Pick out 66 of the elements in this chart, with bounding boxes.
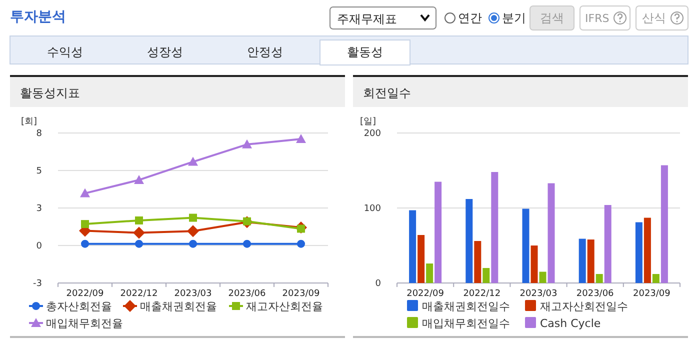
x-tick-label: 2023/06	[576, 289, 614, 299]
x-tick-label: 2022/12	[463, 289, 501, 299]
bar	[491, 172, 498, 283]
bar	[596, 274, 603, 283]
legend-label: 매출채권회전일수	[422, 300, 510, 313]
bar	[522, 208, 530, 283]
y-tick-label: 100	[364, 204, 382, 214]
bar	[426, 264, 434, 283]
y-tick-label: 8	[36, 129, 42, 139]
x-tick-label: 2023/09	[282, 289, 320, 299]
bar	[466, 199, 473, 283]
point	[133, 226, 145, 239]
legend-label: 재고자산회전일수	[540, 300, 628, 313]
bar	[474, 241, 482, 283]
point	[243, 240, 251, 248]
x-tick-label: 2023/06	[228, 289, 266, 299]
bar	[418, 235, 425, 283]
point	[134, 174, 144, 184]
bar	[539, 272, 546, 283]
point	[80, 188, 90, 198]
y-tick-label: 200	[364, 129, 382, 139]
bar	[434, 182, 442, 283]
point	[81, 220, 89, 228]
y-axis-title: [회]	[21, 117, 38, 127]
point	[81, 240, 89, 248]
legend-label: 매입채무회전율	[46, 317, 123, 330]
page-header: 투자분석 주재무제표 연간 분기 검색 IFRS 산식 수익성 성장성 안정성 활동성	[10, 6, 688, 66]
point	[188, 156, 198, 166]
point	[297, 240, 305, 248]
legend-label: Cash Cycle	[540, 317, 601, 330]
y-tick-label: 5	[36, 166, 42, 176]
y-tick-label: 0	[36, 242, 42, 252]
x-tick-label: 2023/09	[633, 289, 671, 299]
point	[242, 139, 252, 148]
bar	[409, 210, 416, 283]
bar	[644, 218, 651, 283]
chart-title: 회전일수	[363, 86, 411, 100]
point	[189, 214, 197, 222]
y-tick-label: -3	[33, 279, 42, 289]
y-axis-title: [일]	[360, 117, 376, 127]
bar	[548, 183, 555, 283]
y-tick-label: 0	[375, 279, 382, 289]
point	[135, 240, 143, 248]
point	[296, 134, 306, 143]
bar	[587, 240, 594, 283]
legend-label: 매출채권회전율	[140, 300, 217, 313]
point	[187, 225, 199, 238]
bar	[530, 246, 538, 283]
legend-label: 재고자산회전율	[246, 300, 323, 313]
legend-label: 매입채무회전일수	[422, 317, 510, 330]
bar	[482, 268, 490, 283]
bar	[660, 165, 668, 283]
point	[189, 240, 197, 248]
x-tick-label: 2023/03	[174, 289, 212, 299]
x-tick-label: 2022/12	[120, 289, 158, 299]
x-tick-label: 2022/09	[66, 289, 104, 299]
bar	[604, 205, 612, 283]
bar	[652, 274, 660, 283]
point	[135, 216, 143, 224]
y-tick-label: 3	[36, 204, 42, 214]
x-tick-label: 2022/09	[406, 289, 444, 299]
chart-title: 활동성지표	[20, 86, 80, 100]
bar	[578, 238, 586, 283]
legend-label: 총자산회전율	[46, 300, 112, 313]
bar	[635, 222, 642, 283]
x-tick-label: 2023/03	[520, 289, 558, 299]
